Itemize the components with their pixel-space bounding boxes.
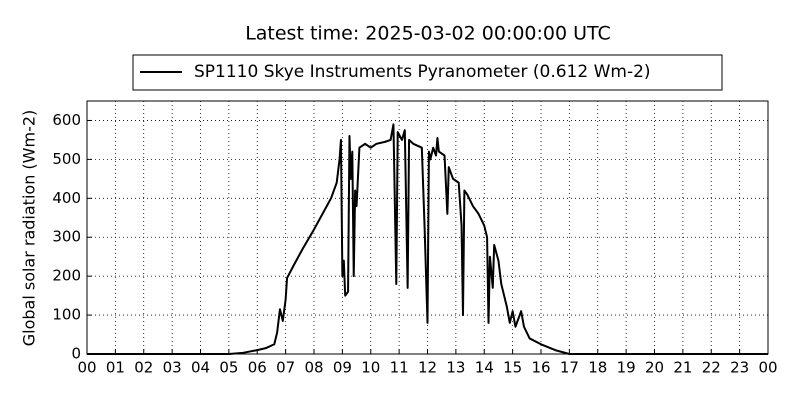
x-tick-label: 00 — [77, 359, 96, 377]
x-tick-label: 19 — [617, 359, 636, 377]
x-tick-label: 15 — [503, 359, 522, 377]
x-tick-label: 07 — [276, 359, 295, 377]
y-tick-label: 100 — [52, 306, 81, 324]
y-tick-label: 0 — [71, 345, 81, 363]
x-tick-label: 10 — [361, 359, 380, 377]
x-tick-label: 12 — [418, 359, 437, 377]
x-tick-label: 20 — [645, 359, 664, 377]
y-axis-label: Global solar radiation (Wm-2) — [20, 110, 39, 347]
x-tick-label: 00 — [758, 359, 777, 377]
x-tick-label: 08 — [304, 359, 323, 377]
x-tick-label: 18 — [588, 359, 607, 377]
y-tick-label: 500 — [52, 150, 81, 168]
x-tick-label: 17 — [560, 359, 579, 377]
x-tick-label: 14 — [475, 359, 494, 377]
x-tick-label: 22 — [702, 359, 721, 377]
legend-label: SP1110 Skye Instruments Pyranometer (0.6… — [194, 62, 651, 82]
y-tick-label: 200 — [52, 267, 81, 285]
x-tick-label: 16 — [531, 359, 550, 377]
x-tick-label: 05 — [219, 359, 238, 377]
x-tick-label: 03 — [163, 359, 182, 377]
x-tick-label: 13 — [446, 359, 465, 377]
x-tick-label: 09 — [333, 359, 352, 377]
x-tick-label: 04 — [191, 359, 210, 377]
chart-title: Latest time: 2025-03-02 00:00:00 UTC — [245, 23, 611, 45]
x-tick-label: 01 — [106, 359, 125, 377]
x-tick-label: 02 — [134, 359, 153, 377]
x-tick-label: 23 — [730, 359, 749, 377]
y-tick-label: 300 — [52, 228, 81, 246]
x-tick-label: 11 — [390, 359, 409, 377]
plot-frame — [86, 100, 769, 355]
x-tick-label: 21 — [673, 359, 692, 377]
legend-box — [132, 54, 723, 91]
data-line — [87, 123, 768, 355]
x-tick-label: 06 — [248, 359, 267, 377]
y-tick-label: 600 — [52, 111, 81, 129]
y-tick-label: 400 — [52, 189, 81, 207]
